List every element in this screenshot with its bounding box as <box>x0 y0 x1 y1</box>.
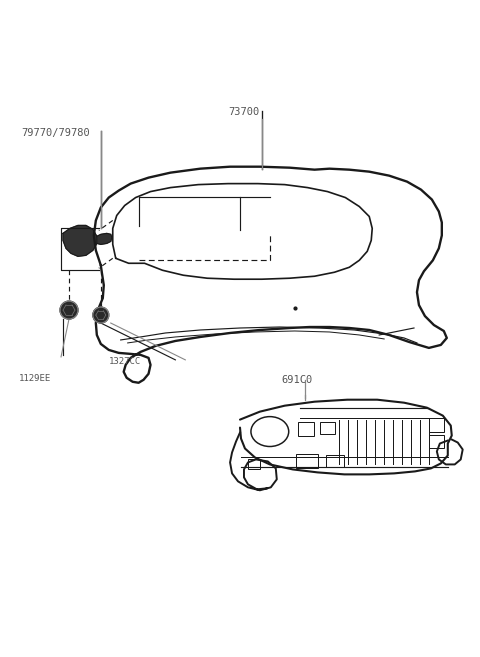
Bar <box>429 418 444 432</box>
Bar <box>326 455 344 467</box>
Bar <box>248 459 260 469</box>
Text: 1129EE: 1129EE <box>19 374 51 383</box>
Text: 73700: 73700 <box>228 107 259 117</box>
Text: 691C0: 691C0 <box>282 374 313 385</box>
Circle shape <box>93 307 109 323</box>
Circle shape <box>60 301 78 319</box>
Bar <box>296 455 318 468</box>
Text: 1327CC: 1327CC <box>109 357 141 366</box>
Polygon shape <box>97 233 112 244</box>
Bar <box>429 434 444 449</box>
Bar <box>320 422 336 434</box>
Bar <box>298 422 313 436</box>
Polygon shape <box>63 225 97 256</box>
Text: 79770/79780: 79770/79780 <box>21 128 90 138</box>
